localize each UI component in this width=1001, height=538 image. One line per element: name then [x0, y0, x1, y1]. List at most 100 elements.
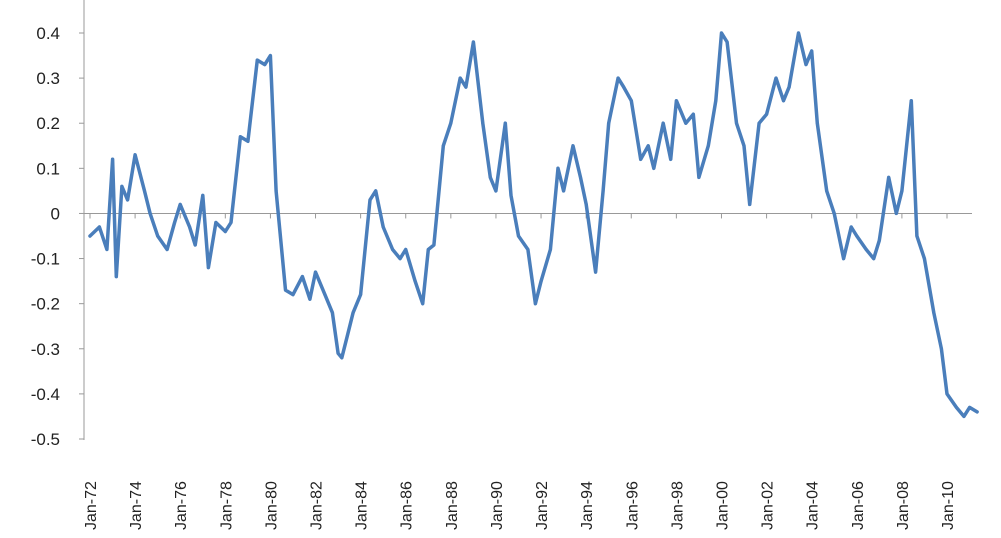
- data-point: [359, 293, 363, 297]
- data-point: [441, 144, 445, 148]
- data-point: [877, 239, 881, 242]
- data-point: [725, 40, 729, 44]
- data-point: [398, 257, 402, 261]
- data-point: [188, 225, 192, 229]
- data-point: [607, 121, 611, 125]
- data-point: [842, 257, 846, 261]
- x-tick-label: Jan-90: [489, 481, 506, 530]
- data-point: [133, 153, 137, 157]
- data-point: [855, 234, 859, 238]
- data-point: [404, 248, 408, 251]
- data-point: [517, 234, 520, 238]
- data-point: [432, 243, 436, 247]
- x-tick-label: Jan-76: [173, 481, 190, 530]
- data-point: [849, 225, 853, 229]
- data-point: [945, 392, 949, 396]
- data-point: [810, 49, 814, 53]
- data-point: [165, 248, 169, 251]
- data-point: [449, 121, 453, 125]
- data-point: [178, 202, 182, 206]
- data-point: [263, 63, 267, 67]
- x-tick-label: Jan-00: [714, 481, 731, 530]
- data-point: [787, 85, 791, 89]
- data-point: [114, 275, 118, 279]
- data-point: [105, 248, 109, 251]
- x-tick-label: Jan-72: [83, 481, 100, 530]
- data-point: [458, 76, 462, 80]
- x-tick-label: Jan-88: [444, 481, 461, 530]
- data-point: [968, 405, 972, 409]
- data-point: [201, 193, 205, 197]
- data-point: [274, 189, 278, 193]
- data-point: [872, 257, 876, 261]
- data-point: [616, 76, 620, 80]
- data-point: [330, 311, 334, 315]
- data-point: [900, 189, 904, 193]
- data-point: [111, 157, 115, 161]
- x-tick-label: Jan-92: [534, 481, 551, 530]
- data-point: [684, 121, 688, 125]
- data-point: [562, 189, 566, 193]
- data-point: [939, 347, 943, 351]
- data-point: [148, 211, 152, 215]
- data-point: [323, 293, 327, 297]
- data-point: [691, 112, 695, 116]
- data-point: [864, 248, 868, 251]
- data-point: [594, 270, 598, 274]
- x-tick-label: Jan-08: [895, 481, 912, 530]
- data-point: [481, 121, 485, 125]
- data-point: [815, 121, 819, 125]
- data-point: [629, 99, 633, 103]
- data-point: [206, 266, 210, 270]
- x-tick-label: Jan-86: [399, 481, 416, 530]
- x-tick-label: Jan-80: [263, 481, 280, 530]
- data-point: [246, 139, 250, 143]
- data-point: [284, 288, 287, 292]
- y-tick-label: 0.2: [36, 114, 60, 133]
- data-point: [471, 40, 475, 44]
- data-point: [223, 230, 227, 233]
- x-tick-label: Jan-96: [624, 481, 641, 530]
- data-point: [314, 270, 317, 274]
- y-tick-label: 0.3: [36, 69, 60, 88]
- y-tick-label: -0.1: [31, 250, 60, 269]
- data-point: [832, 211, 836, 215]
- data-point: [391, 248, 395, 251]
- x-tick-label: Jan-94: [579, 481, 596, 530]
- data-point: [909, 99, 913, 103]
- data-point: [120, 184, 124, 188]
- data-point: [503, 121, 507, 125]
- data-point: [571, 144, 575, 148]
- data-point: [825, 189, 829, 193]
- data-point: [526, 248, 530, 251]
- data-point: [173, 221, 177, 224]
- data-point: [579, 175, 582, 179]
- x-tick-label: Jan-74: [128, 481, 145, 530]
- data-point: [214, 221, 218, 224]
- data-point: [720, 31, 723, 35]
- data-point: [381, 225, 385, 229]
- y-tick-label: -0.5: [31, 430, 60, 449]
- y-tick-label: 0.1: [36, 159, 60, 178]
- data-point: [255, 58, 259, 62]
- data-point: [374, 189, 378, 193]
- series-line: [88, 31, 979, 419]
- data-point: [922, 257, 926, 261]
- x-axis: Jan-72 Jan-74 Jan-76 Jan-78 Jan-80 Jan-82 Jan-…: [83, 212, 972, 530]
- data-point: [308, 297, 312, 301]
- data-point: [757, 121, 761, 125]
- y-tick-label: 0: [51, 204, 60, 223]
- series-layer: [88, 31, 979, 419]
- data-point: [674, 99, 678, 103]
- data-point: [706, 144, 710, 148]
- data-point: [268, 54, 272, 58]
- data-point: [742, 144, 746, 148]
- data-point: [748, 202, 752, 206]
- x-tick-label: Jan-82: [309, 481, 326, 530]
- data-point: [735, 121, 738, 125]
- data-point: [669, 157, 673, 161]
- data-point: [413, 279, 417, 283]
- y-tick-label: -0.2: [31, 295, 60, 314]
- data-point: [351, 311, 355, 315]
- y-tick-label: -0.4: [31, 385, 60, 404]
